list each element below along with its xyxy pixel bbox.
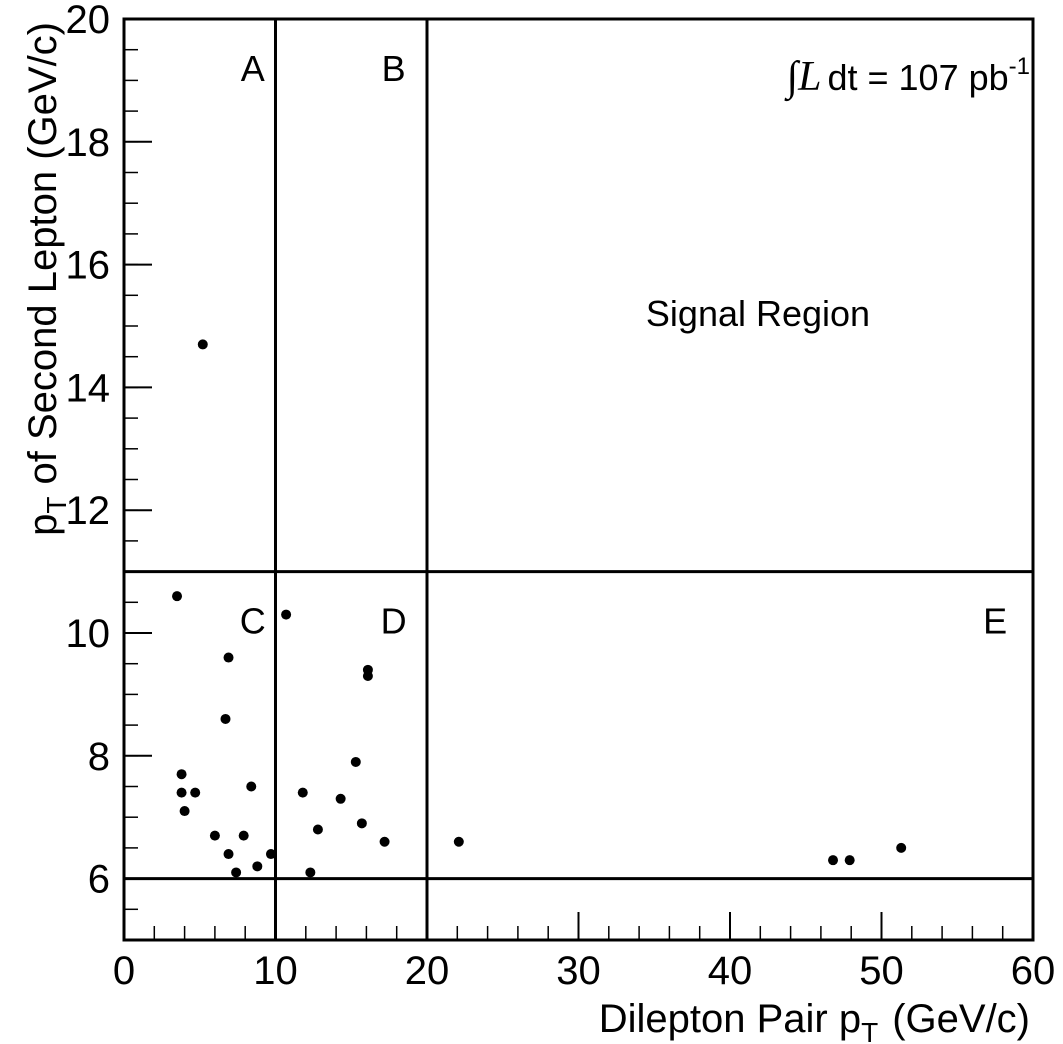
plot-frame <box>122 17 1035 942</box>
data-point <box>297 787 308 798</box>
y-tick-labels: 6 8 10 12 14 16 18 20 <box>66 0 111 902</box>
y-axis-title-main: p <box>21 514 65 536</box>
data-point <box>190 787 201 798</box>
data-points <box>172 339 907 878</box>
data-point <box>231 867 242 878</box>
y-tick-label: 6 <box>88 858 110 902</box>
x-tick-label: 0 <box>113 949 135 993</box>
data-point <box>252 861 263 872</box>
x-tick-label: 60 <box>1011 949 1056 993</box>
data-point <box>176 787 187 798</box>
luminosity-annotation: ∫L dt = 107 pb-1 <box>784 53 1030 102</box>
x-tick-label: 50 <box>859 949 904 993</box>
x-tick-label: 40 <box>708 949 753 993</box>
signal-region-label: Signal Region <box>646 293 870 334</box>
data-point <box>362 670 373 681</box>
y-tick-label: 12 <box>66 489 111 533</box>
data-point <box>896 842 907 853</box>
data-point <box>176 769 187 780</box>
data-point <box>223 849 234 860</box>
region-label-a: A <box>241 48 265 89</box>
x-tick-label: 10 <box>253 949 298 993</box>
luminosity-symbol: L <box>797 54 821 100</box>
luminosity-integral: ∫ <box>784 54 801 102</box>
y-tick-label: 16 <box>66 244 111 288</box>
y-tick-label: 8 <box>88 735 110 779</box>
region-label-d: D <box>381 601 407 642</box>
x-tick-labels: 0 10 20 30 40 50 60 <box>113 949 1055 993</box>
data-point <box>209 830 220 841</box>
y-tick-label: 20 <box>66 0 111 42</box>
region-label-e: E <box>983 601 1007 642</box>
x-axis-title: Dilepton Pair pT (GeV/c) <box>599 997 1030 1044</box>
y-tick-label: 10 <box>66 612 111 656</box>
data-point <box>350 756 361 767</box>
data-point <box>223 652 234 663</box>
data-point <box>844 855 855 866</box>
y-tick-label: 14 <box>66 366 111 410</box>
region-label-b: B <box>382 48 406 89</box>
data-point <box>335 793 346 804</box>
y-axis-title: pTof Second Lepton (GeV/c) <box>21 22 72 536</box>
data-point <box>312 824 323 835</box>
region-labels: A B C D E <box>240 48 1007 642</box>
cut-lines <box>124 19 1033 940</box>
x-axis-title-subscript: T <box>861 1017 878 1044</box>
data-point <box>356 818 367 829</box>
x-axis-title-main: Dilepton Pair p <box>599 997 861 1041</box>
data-point <box>828 855 839 866</box>
x-tick-label: 30 <box>556 949 601 993</box>
luminosity-text: dt = 107 pb <box>827 57 1008 98</box>
data-point <box>265 849 276 860</box>
data-point <box>197 339 208 350</box>
major-ticks <box>123 18 1034 940</box>
data-point <box>172 591 183 602</box>
y-axis-title-subscript: T <box>41 497 72 514</box>
y-tick-label: 18 <box>66 121 111 165</box>
x-axis-title-unit: (GeV/c) <box>892 997 1030 1041</box>
minor-ticks <box>123 18 1034 941</box>
data-point <box>220 713 231 724</box>
data-point <box>246 781 257 792</box>
luminosity-exponent: -1 <box>1009 53 1030 80</box>
y-axis-title-rest: of Second Lepton (GeV/c) <box>21 22 65 485</box>
data-point <box>379 836 390 847</box>
data-point <box>281 609 292 620</box>
x-tick-label: 20 <box>405 949 450 993</box>
data-point <box>305 867 316 878</box>
data-point <box>238 830 249 841</box>
region-label-c: C <box>240 601 266 642</box>
data-point <box>179 806 190 817</box>
data-point <box>453 836 464 847</box>
